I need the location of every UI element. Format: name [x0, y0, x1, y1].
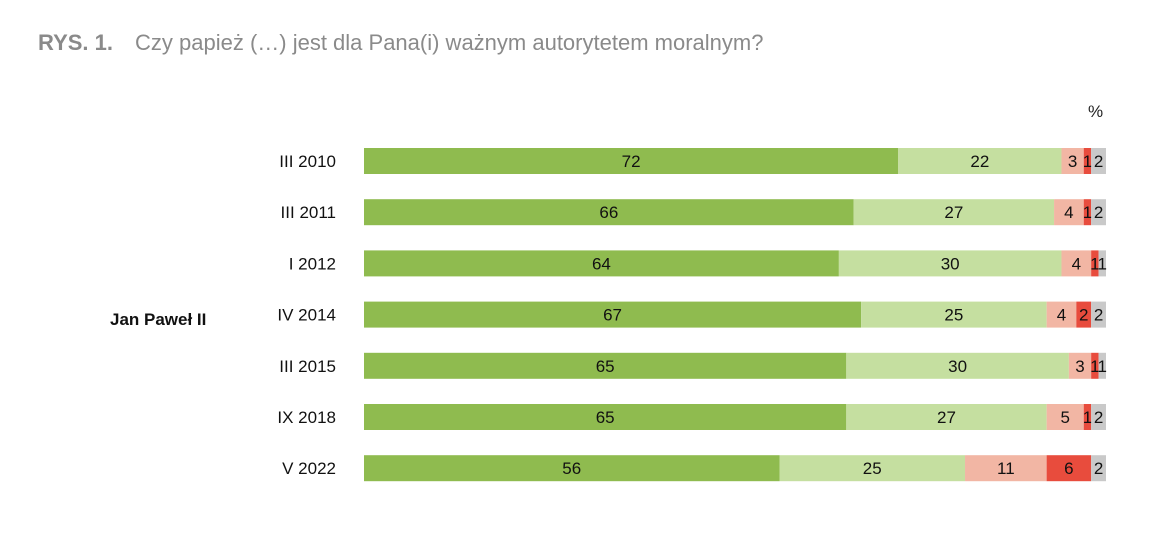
data-label: 4 — [1072, 254, 1081, 273]
data-label: 11 — [997, 459, 1015, 478]
data-label: 56 — [562, 459, 581, 478]
bar-segment — [965, 455, 1047, 482]
data-label: 30 — [941, 254, 960, 273]
bar-segment — [1046, 301, 1077, 328]
group-label: Jan Paweł II — [110, 310, 207, 329]
data-label: 25 — [863, 459, 882, 478]
category-label: III 2011 — [281, 203, 336, 222]
data-label: 27 — [944, 203, 963, 222]
bar-segment — [1091, 352, 1099, 379]
data-label: 5 — [1060, 408, 1069, 427]
category-label: IV 2014 — [277, 306, 336, 325]
bar-segment — [838, 250, 1062, 277]
bar-segment — [861, 301, 1047, 328]
data-label: 2 — [1094, 203, 1103, 222]
bar-segment — [1098, 352, 1106, 379]
bar-segment — [1046, 404, 1084, 430]
bar-segment — [1083, 199, 1092, 226]
bar-segment — [1098, 250, 1106, 277]
bar-segment — [853, 199, 1055, 226]
data-label: 1 — [1090, 254, 1099, 273]
data-label: 3 — [1075, 357, 1084, 376]
bar-segment — [898, 148, 1062, 174]
bar-segment — [364, 352, 847, 379]
data-label: 2 — [1079, 306, 1088, 325]
data-label: 67 — [603, 306, 622, 325]
data-label: 2 — [1094, 459, 1103, 478]
data-label: 1 — [1098, 357, 1107, 376]
bar-segment — [1076, 301, 1092, 328]
unit-label: % — [1088, 102, 1104, 121]
data-label: 1 — [1083, 408, 1092, 427]
data-label: 25 — [944, 306, 963, 325]
data-label: 2 — [1094, 306, 1103, 325]
data-label: 4 — [1064, 203, 1073, 222]
category-label: IX 2018 — [277, 408, 336, 427]
bar-segment — [1068, 352, 1092, 379]
bar-segment — [846, 352, 1069, 379]
bar-segment — [1061, 148, 1084, 174]
data-label: 1 — [1083, 152, 1092, 171]
data-label: 65 — [596, 408, 615, 427]
data-label: 72 — [622, 152, 641, 171]
bar-segment — [364, 301, 862, 328]
category-label: III 2010 — [279, 152, 336, 171]
data-label: 22 — [970, 152, 989, 171]
bar-segment — [1091, 250, 1099, 277]
data-label: 6 — [1064, 459, 1073, 478]
data-label: 2 — [1094, 408, 1103, 427]
bar-segment — [364, 404, 847, 430]
data-label: 65 — [596, 357, 615, 376]
bar-segment — [1091, 148, 1106, 174]
data-label: 1 — [1098, 254, 1107, 273]
bar-segment — [1091, 404, 1106, 430]
bar-segment — [779, 455, 966, 482]
data-label: 66 — [599, 203, 618, 222]
category-label: V 2022 — [282, 459, 336, 478]
chart-title: RYS. 1. Czy papież (…) jest dla Pana(i) w… — [38, 30, 763, 56]
data-label: 64 — [592, 254, 611, 273]
figure-question: Czy papież (…) jest dla Pana(i) ważnym a… — [135, 30, 764, 55]
bar-segment — [1046, 455, 1092, 482]
data-label: 1 — [1083, 203, 1092, 222]
category-label: III 2015 — [279, 357, 336, 376]
bar-segment — [846, 404, 1047, 430]
bar-segment — [1061, 250, 1092, 277]
bar-segment — [1091, 455, 1106, 482]
category-label: I 2012 — [289, 254, 336, 273]
data-label: 2 — [1094, 152, 1103, 171]
bar-segment — [364, 250, 839, 277]
bar-segment — [1091, 199, 1106, 226]
bar-segment — [1054, 199, 1084, 226]
bar-segment — [364, 455, 780, 482]
bar-segment — [364, 199, 854, 226]
bar-segment — [1083, 404, 1092, 430]
bar-segment — [364, 148, 899, 174]
data-label: 3 — [1068, 152, 1077, 171]
data-label: 27 — [937, 408, 956, 427]
data-label: 30 — [948, 357, 967, 376]
bar-segment — [1083, 148, 1092, 174]
data-label: 4 — [1057, 306, 1066, 325]
bar-segment — [1091, 301, 1106, 328]
data-label: 1 — [1090, 357, 1099, 376]
figure-number: RYS. 1. — [38, 30, 113, 55]
